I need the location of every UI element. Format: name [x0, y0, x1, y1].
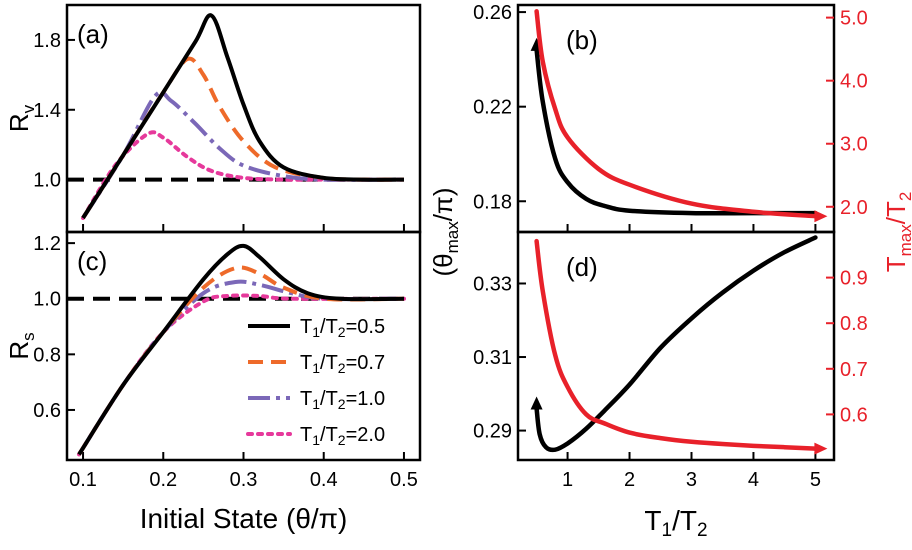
panel-a-frame: [65, 3, 422, 234]
panel-c-ytick-label: 1.2: [33, 233, 61, 255]
panel-a-ytick-label: 1.0: [33, 170, 61, 192]
legend-entry-label: T1/T2=2.0: [300, 424, 385, 448]
panel-c-xtick-label: 0.4: [310, 469, 338, 491]
panel-b-series-line: [534, 9, 818, 219]
panel-d-xtick-label: 5: [810, 469, 821, 491]
legend-sub: 2: [338, 360, 346, 376]
legend-entry-label: T1/T2=0.7: [300, 352, 385, 376]
ylabel-main: R: [4, 113, 34, 132]
legend-text: /T: [320, 316, 338, 338]
panel-d-label: (d): [566, 252, 598, 282]
panel-a-series-line: [81, 130, 406, 220]
right-ylabel-left: (θmax/π): [428, 187, 462, 276]
panel-d-xtick-label: 3: [686, 469, 697, 491]
panel-c-series-line: [77, 265, 405, 456]
panel-c-ylabel: Rs: [4, 332, 38, 359]
legend-text: =2.0: [346, 424, 385, 446]
panel-c-xlabel: Initial State (θ/π): [140, 503, 348, 534]
ylabel-main: R: [4, 341, 34, 360]
panel-a-series-line: [81, 13, 405, 220]
panel-b-ytick-left-label: 0.26: [473, 2, 512, 24]
panel-d-ytick-right-label: 0.6: [840, 404, 868, 426]
ylabel-sub: max: [896, 224, 912, 257]
legend-text: T: [300, 316, 312, 338]
panel-c-ytick-label: 1.0: [33, 289, 61, 311]
legend-text: =0.5: [346, 316, 385, 338]
legend-sub: 2: [338, 432, 346, 448]
legend-entry-label: T1/T2=0.5: [300, 316, 385, 340]
panel-c-xtick-label: 0.1: [69, 469, 97, 491]
legend-text: T: [300, 424, 312, 446]
panel-c-xtick-label: 0.5: [390, 469, 418, 491]
panel-a-label: (a): [77, 19, 109, 49]
legend-sub: 2: [338, 396, 346, 412]
legend-entry-label: T1/T2=1.0: [300, 388, 385, 412]
panel-c-ytick-label: 0.8: [33, 344, 61, 366]
panel-d-xtick-label: 4: [748, 469, 759, 491]
right-ylabel-right: Tmax/T2: [881, 192, 912, 273]
ylabel-sub: 2: [896, 192, 912, 201]
panel-d-xtick-label: 1: [562, 469, 573, 491]
panel-c-series-line: [77, 243, 405, 456]
panel-b-ytick-right-label: 3.0: [840, 134, 868, 156]
legend-sub: 1: [312, 396, 320, 412]
ylabel-sub: max: [443, 221, 462, 254]
panel-b-arrowhead-right: [814, 210, 828, 223]
panel-a-series-line: [81, 90, 405, 220]
panel-d-ytick-right-label: 0.8: [840, 313, 868, 335]
ylabel-main: (θ: [428, 253, 458, 276]
legend-sub: 1: [312, 432, 320, 448]
xlabel-main: T: [644, 505, 661, 536]
panel-d-ytick-right-label: 0.7: [840, 359, 868, 381]
panel-c-xtick-label: 0.2: [149, 469, 177, 491]
legend-text: =1.0: [346, 388, 385, 410]
panel-a-ytick-label: 1.4: [33, 100, 61, 122]
panel-c-label: (c): [77, 246, 107, 276]
panel-d-series-line: [534, 235, 818, 453]
panel-b-ytick-left-label: 0.18: [473, 191, 512, 213]
legend-text: =0.7: [346, 352, 385, 374]
ylabel-main: T: [881, 256, 911, 272]
panel-d-ytick-right-label: 0.9: [840, 268, 868, 290]
panel-c-ytick-label: 0.6: [33, 400, 61, 422]
legend-sub: 1: [312, 324, 320, 340]
legend-text: T: [300, 388, 312, 410]
panel-d-xtick-label: 2: [624, 469, 635, 491]
legend-text: /T: [320, 424, 338, 446]
panel-d-ytick-left-label: 0.29: [473, 421, 512, 443]
panel-d-series-line: [534, 238, 818, 451]
legend-sub: 1: [312, 360, 320, 376]
panel-b-ytick-left-label: 0.22: [473, 97, 512, 119]
panel-a-ylabel: Rv: [4, 104, 38, 132]
ylabel-main: /π): [428, 187, 458, 221]
panel-b-ytick-right-label: 4.0: [840, 71, 868, 93]
ylabel-sub: v: [19, 104, 38, 113]
ylabel-sub: s: [19, 332, 38, 341]
xlabel-sub: 2: [697, 520, 708, 541]
panel-d-xlabel: T1/T2: [644, 505, 707, 541]
legend-sub: 2: [338, 324, 346, 340]
xlabel-main: /T: [672, 505, 697, 536]
panel-b-ytick-right-label: 5.0: [840, 8, 868, 30]
panel-d-ytick-left-label: 0.33: [473, 273, 512, 295]
panel-d-arrowhead-left: [530, 396, 543, 410]
legend-text: T: [300, 352, 312, 374]
panel-b-label: (b): [566, 25, 598, 55]
panel-b-ytick-right-label: 2.0: [840, 197, 868, 219]
panel-c-xtick-label: 0.3: [230, 469, 258, 491]
xlabel-sub: 1: [662, 520, 673, 541]
panel-a-ytick-label: 1.8: [33, 30, 61, 52]
legend-text: /T: [320, 388, 338, 410]
panel-d-arrowhead-right: [814, 442, 828, 455]
ylabel-main: /T: [881, 201, 911, 224]
legend-text: /T: [320, 352, 338, 374]
panel-d-ytick-left-label: 0.31: [473, 347, 512, 369]
panel-d-frame: [516, 230, 836, 462]
panel-b-series-line: [534, 47, 818, 216]
